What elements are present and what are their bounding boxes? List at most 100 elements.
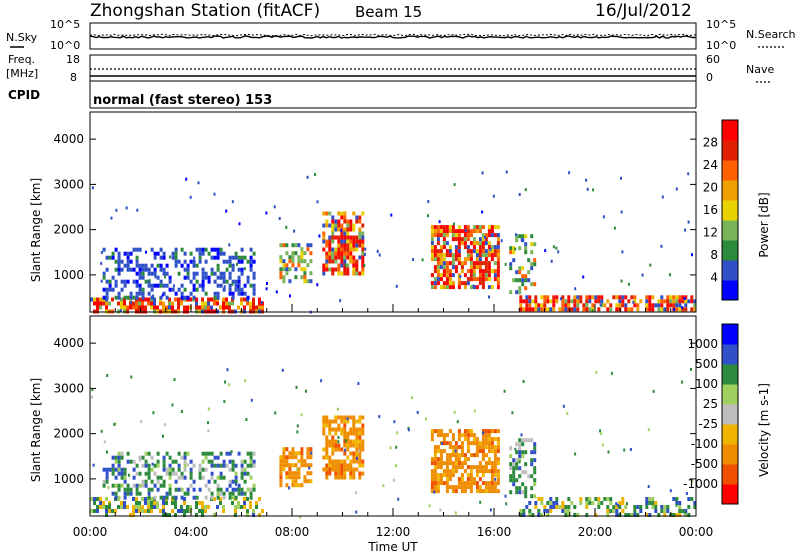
scatter-cell: [358, 447, 362, 452]
scatter-point: [433, 490, 436, 494]
colorbar-swatch: [722, 200, 738, 221]
scatter-point: [316, 200, 319, 204]
scatter-cell: [282, 279, 286, 284]
scatter-cell: [349, 443, 353, 448]
scatter-cell: [343, 467, 347, 472]
scatter-cell: [340, 235, 344, 240]
scatter-cell: [672, 295, 676, 300]
scatter-cell: [561, 299, 565, 304]
scatter-cell: [147, 471, 151, 476]
scatter-cell: [210, 451, 214, 456]
x-tick-label: 12:00: [376, 525, 411, 539]
scatter-cell: [484, 261, 488, 266]
scatter-cell: [636, 303, 640, 308]
scatter-cell: [147, 495, 151, 500]
scatter-cell: [515, 462, 519, 467]
scatter-point: [295, 385, 298, 389]
scatter-cell: [337, 271, 341, 276]
scatter-cell: [162, 505, 165, 509]
scatter-cell: [487, 429, 491, 434]
scatter-cell: [448, 225, 452, 230]
scatter-cell: [207, 251, 211, 256]
scatter-cell: [325, 263, 329, 268]
scatter-cell: [475, 465, 479, 470]
scatter-cell: [138, 305, 141, 310]
scatter-cell: [135, 463, 139, 468]
scatter-cell: [249, 451, 253, 456]
scatter-cell: [171, 301, 174, 306]
scatter-cell: [105, 509, 108, 513]
scatter-cell: [493, 225, 497, 230]
scatter-cell: [135, 471, 139, 476]
scatter-point: [223, 400, 226, 403]
scatter-cell: [325, 423, 329, 428]
scatter-cell: [325, 471, 329, 476]
scatter-point: [647, 485, 650, 489]
scatter-cell: [147, 475, 151, 480]
scatter-cell: [433, 429, 437, 434]
scatter-cell: [457, 261, 461, 266]
scatter-point: [482, 431, 485, 435]
scatter-cell: [331, 435, 335, 440]
scatter-cell: [204, 455, 208, 460]
scatter-cell: [117, 495, 121, 500]
power-colorbar-label: Power [dB]: [757, 192, 771, 257]
freq-panel-frame: [89, 54, 697, 82]
scatter-cell: [334, 475, 338, 480]
scatter-cell: [216, 247, 220, 252]
scatter-cell: [219, 283, 223, 288]
scatter-cell: [123, 471, 127, 476]
scatter-point: [106, 374, 109, 377]
scatter-cell: [144, 483, 148, 488]
scatter-cell: [222, 279, 226, 284]
scatter-cell: [519, 303, 523, 308]
scatter-point: [411, 396, 413, 400]
scatter-cell: [123, 479, 127, 484]
scatter-cell: [177, 259, 181, 264]
velocity-colorbar-tick: -500: [691, 457, 718, 471]
power-colorbar-tick: 28: [703, 136, 718, 150]
scatter-point: [344, 448, 347, 452]
scatter-cell: [343, 259, 347, 264]
scatter-cell: [126, 251, 130, 256]
scatter-cell: [469, 249, 473, 254]
scatter-cell: [171, 459, 175, 464]
scatter-cell: [183, 501, 186, 505]
scatter-cell: [162, 267, 166, 272]
scatter-cell: [361, 259, 365, 264]
scatter-point: [505, 502, 508, 506]
scatter-cell: [228, 287, 232, 292]
scatter-cell: [436, 489, 440, 494]
scatter-cell: [285, 263, 289, 268]
scatter-cell: [204, 275, 208, 280]
scatter-cell: [111, 467, 115, 472]
scatter-cell: [150, 271, 154, 276]
scatter-cell: [297, 483, 301, 488]
scatter-cell: [515, 458, 519, 463]
scatter-cell: [334, 415, 338, 420]
scatter-cell: [352, 467, 356, 472]
scatter-cell: [484, 249, 488, 254]
scatter-cell: [153, 471, 157, 476]
scatter-cell: [533, 450, 537, 455]
scatter-cell: [343, 431, 347, 436]
scatter-point: [454, 511, 457, 515]
scatter-cell: [487, 253, 491, 258]
scatter-cell: [352, 263, 356, 268]
scatter-cell: [430, 249, 434, 254]
scatter-point: [641, 273, 644, 277]
scatter-cell: [111, 251, 115, 256]
scatter-cell: [552, 307, 556, 312]
scatter-cell: [171, 467, 175, 472]
scatter-cell: [515, 290, 519, 295]
scatter-cell: [165, 451, 169, 456]
scatter-cell: [433, 229, 437, 234]
scatter-cell: [600, 501, 604, 505]
scatter-cell: [487, 241, 491, 246]
scatter-cell: [475, 445, 479, 450]
scatter-cell: [105, 295, 109, 300]
scatter-cell: [518, 466, 522, 471]
scatter-point: [661, 195, 664, 199]
scatter-cell: [225, 487, 229, 492]
scatter-cell: [108, 509, 111, 513]
